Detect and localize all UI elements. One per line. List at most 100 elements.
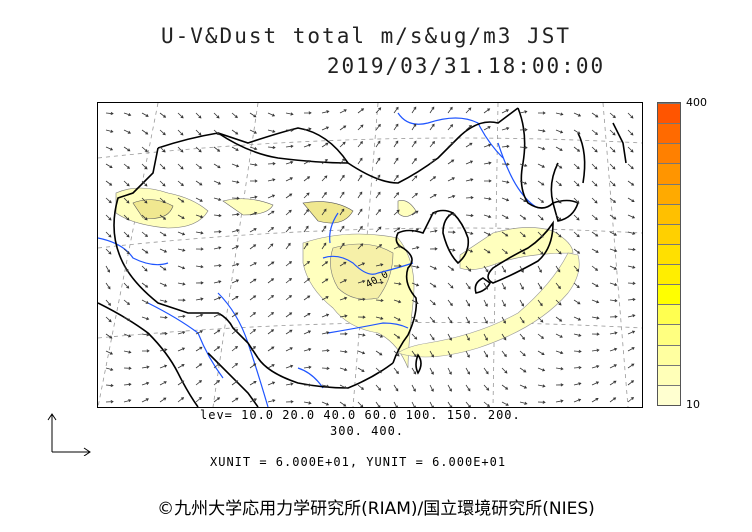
wind-vector [321,366,330,371]
wind-vector [465,350,470,358]
wind-vector [105,316,112,323]
wind-vector [537,282,543,290]
wind-vector [249,381,257,386]
wind-vector [501,401,509,406]
wind-vector [609,112,616,119]
wind-vector [537,350,545,355]
wind-vector [303,330,312,335]
wind-vector [627,297,636,302]
wind-vector [339,279,348,284]
wind-vector [447,248,456,252]
china-west-border [113,147,259,359]
wind-vector [555,197,562,204]
wind-vector [627,214,636,219]
wind-vector [177,214,185,219]
wind-vector [609,180,616,187]
wind-vector [105,111,114,116]
wind-vector [573,333,582,337]
wind-vector [357,401,364,407]
wind-vector [483,265,489,273]
wind-vector [573,299,581,305]
wind-vector [537,384,546,388]
wind-vector [411,316,418,322]
wind-vector [609,364,618,369]
wind-vector [177,112,184,119]
wind-vector [213,280,222,284]
wind-vector [429,350,434,358]
wind-vector [249,278,257,284]
china-south-border [257,357,394,389]
colorbar-segment [658,264,680,285]
wind-vector [177,347,186,352]
wind-vector [267,210,275,216]
wind-vector [537,231,544,238]
wind-vector [483,299,488,307]
wind-vector [393,106,399,114]
wind-vector [267,178,276,182]
vector-units: XUNIT = 6.000E+01, YUNIT = 6.000E+01 [210,455,507,469]
wind-vector [447,194,456,199]
wind-vector [591,146,598,153]
wind-vector [195,265,204,269]
wind-vector [321,175,328,182]
wind-vector [195,163,202,169]
wind-vector [357,315,366,319]
wind-vector [159,282,168,287]
wind-vector [267,381,276,386]
wind-vector [213,296,222,301]
wind-vector [159,214,167,220]
wind-vector [411,210,419,216]
dust-plume-korea [459,227,574,270]
colorbar-segment [658,183,680,204]
wind-vector [339,174,345,182]
wind-vector [105,248,112,255]
wind-vector [339,401,347,407]
wind-vector [501,316,506,324]
wind-vector [573,248,581,254]
wind-vector [123,112,132,117]
wind-vector [483,384,490,391]
wind-vector [411,282,420,287]
wind-vector [303,260,311,267]
wind-vector [249,112,257,118]
wind-vector [213,230,222,234]
wind-vector [141,146,148,153]
wind-vector [339,261,347,267]
wind-vector [375,263,384,267]
wind-vector [321,313,330,318]
wind-vector [357,124,364,131]
wind-vector [141,282,149,288]
wind-vector [303,401,312,405]
wind-vector [159,265,167,271]
wind-vector [447,159,455,165]
wind-vector [411,123,417,131]
wind-vector [465,231,474,235]
wind-vector [501,144,510,149]
wind-vector [141,214,148,221]
colorbar-segment [658,143,680,164]
contour-levels-line2: 300. 400. [330,424,405,438]
wind-vector [249,163,258,167]
colorbar-segment [658,284,680,305]
wind-vector [375,367,382,374]
wind-vector [519,333,526,340]
wind-vector [627,347,635,352]
wind-vector [609,146,616,153]
wind-vector [465,333,470,341]
wind-vector [123,180,130,187]
wind-vector [609,380,617,386]
sakhalin [577,132,586,184]
wind-vector [537,197,544,203]
wind-vector [573,282,580,289]
chart-title: U-V&Dust total m/s&ug/m3 JST [160,24,571,48]
wind-vector [195,396,203,403]
wind-vector [195,146,202,153]
wind-vector [555,265,561,273]
wind-vector [555,214,562,221]
wind-vector [411,228,420,233]
wind-vector [447,401,453,407]
wind-vector [249,211,258,216]
wind-vector [285,261,292,267]
wind-vector [231,312,239,318]
reference-vector-icon [47,413,91,456]
